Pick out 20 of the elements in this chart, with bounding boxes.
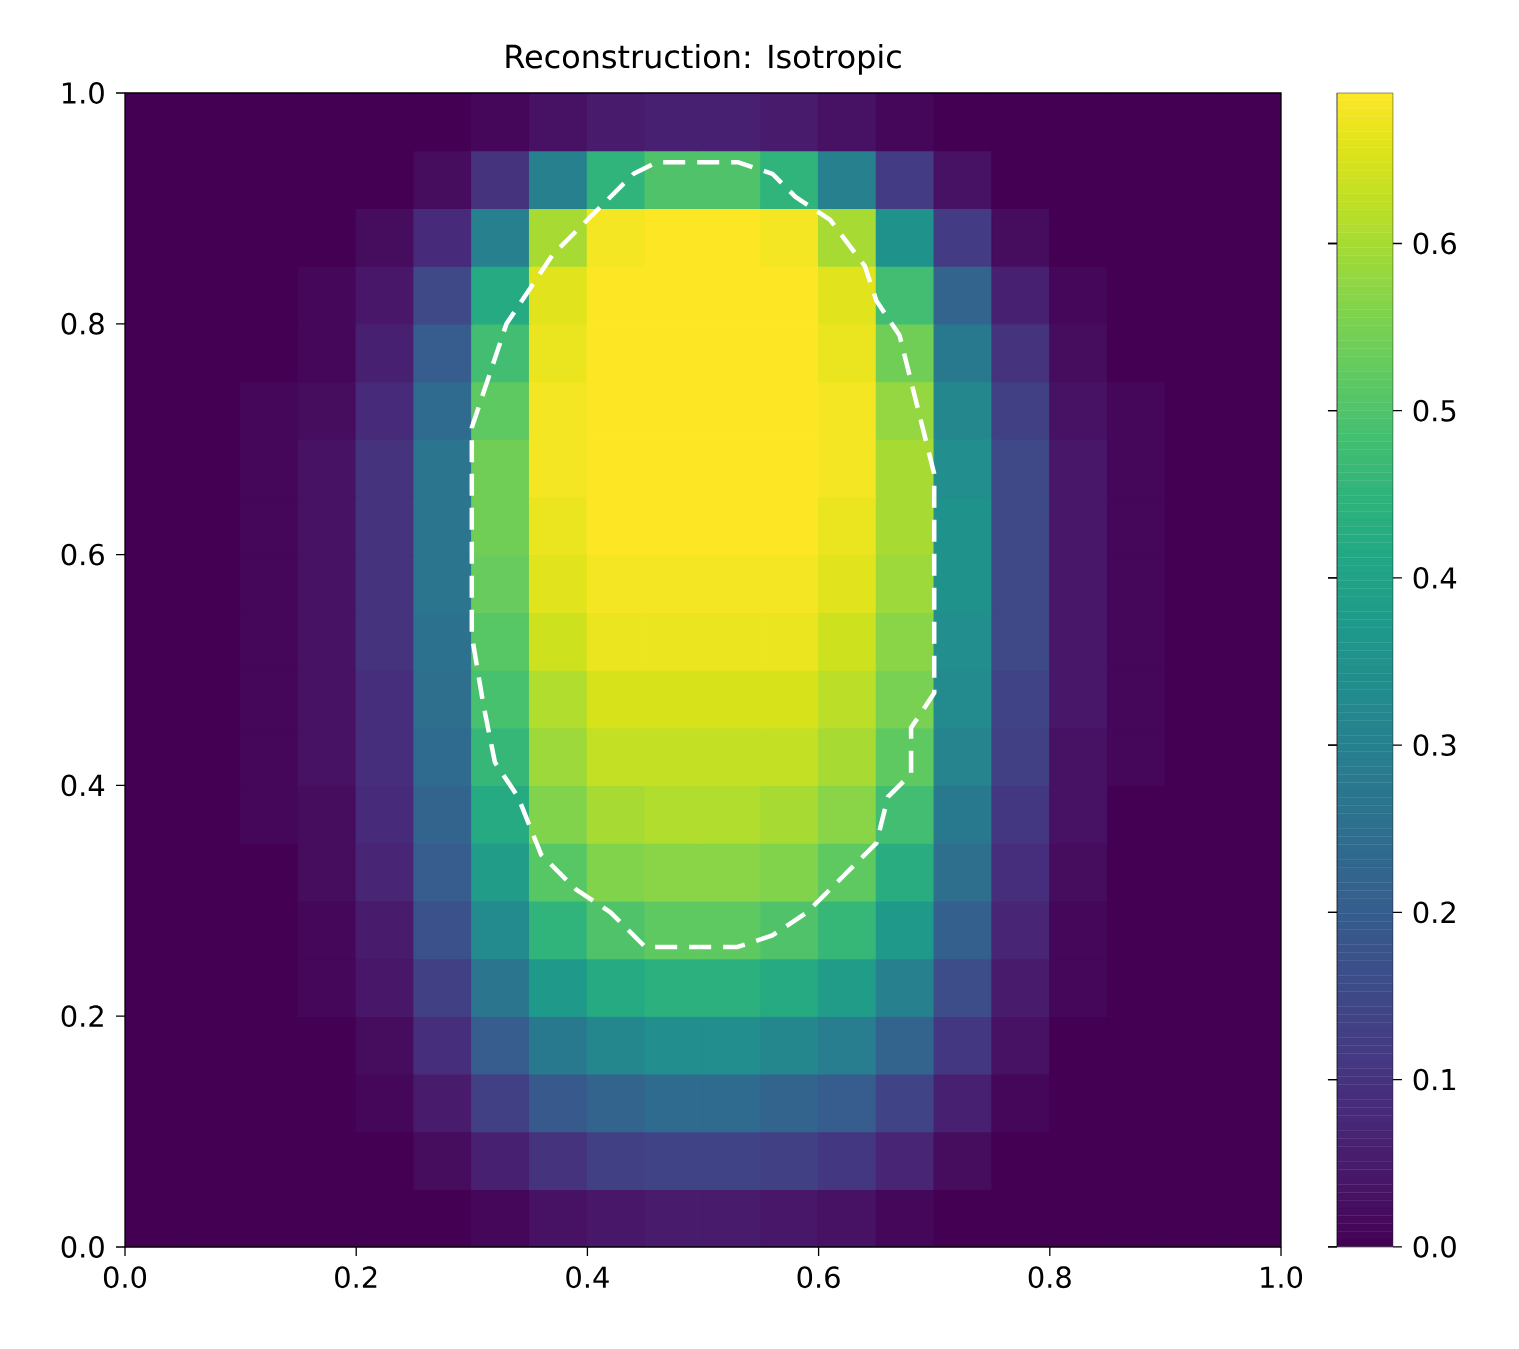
- color-bar-label: 0.4: [1413, 567, 1457, 589]
- y-tick-label: 0.8: [61, 312, 104, 335]
- y-tick-label: 0.0: [61, 1236, 104, 1258]
- y-tick-label: 0.4: [61, 774, 105, 797]
- color-bar-label: 0.3: [1413, 734, 1456, 757]
- x-tick-label: 0.2: [335, 1266, 377, 1289]
- x-tick-label: 0.0: [103, 1266, 147, 1289]
- color-bar-label: 0.0: [1413, 1235, 1456, 1258]
- chart-title: Reconstruction: Isotropic: [506, 43, 901, 75]
- x-tick-label: 1.0: [1261, 1266, 1303, 1289]
- x-tick-label: 0.4: [566, 1266, 609, 1289]
- color-bar-label: 0.6: [1413, 232, 1456, 255]
- color-bar-label: 0.1: [1413, 1068, 1456, 1091]
- x-tick-label: 0.8: [1028, 1266, 1071, 1289]
- y-tick-label: 1.0: [62, 82, 104, 104]
- y-tick-label: 0.6: [61, 543, 104, 566]
- x-tick-label: 0.6: [797, 1266, 840, 1289]
- y-tick-label: 0.2: [61, 1005, 103, 1028]
- color-bar-label: 0.5: [1413, 399, 1456, 422]
- color-bar-label: 0.2: [1413, 901, 1455, 924]
